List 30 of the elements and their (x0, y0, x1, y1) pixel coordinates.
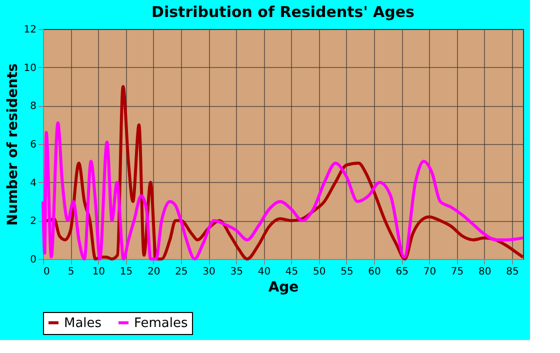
x-axis-title: Age (268, 280, 299, 296)
x-tick-label: 5 (68, 266, 74, 278)
x-tick-label: 25 (175, 266, 188, 278)
y-tick-label: 2 (30, 216, 36, 228)
x-tick-label: 70 (423, 266, 436, 278)
y-tick-label: 10 (24, 62, 36, 74)
x-tick-label: 80 (478, 266, 492, 278)
legend-label: Males (64, 316, 102, 331)
x-tick-label: 10 (92, 266, 106, 278)
x-tick-label: 15 (120, 266, 133, 278)
y-tick-label: 6 (30, 140, 36, 150)
x-tick-label: 30 (202, 266, 216, 278)
x-tick-label: 40 (258, 266, 271, 278)
x-tick-label: 65 (396, 266, 408, 278)
x-tick-label: 55 (340, 266, 354, 278)
y-axis-title: Number of residents (4, 63, 21, 226)
x-tick-label: 85 (506, 266, 519, 278)
legend-label: Females (134, 316, 188, 331)
x-tick-label: 50 (312, 266, 326, 278)
x-tick-label: 20 (147, 266, 160, 278)
x-tick-label: 45 (285, 266, 298, 278)
chart-title: Distribution of Residents' Ages (152, 3, 415, 21)
x-tick-label: 60 (368, 266, 381, 278)
y-tick-label: 8 (30, 101, 36, 112)
y-tick-label: 12 (24, 24, 36, 36)
x-tick-label: 35 (230, 266, 243, 278)
y-tick-label: 0 (30, 254, 36, 266)
x-tick-label: 75 (450, 266, 464, 278)
y-tick-label: 4 (30, 178, 36, 189)
x-tick-label: 0 (44, 266, 50, 278)
